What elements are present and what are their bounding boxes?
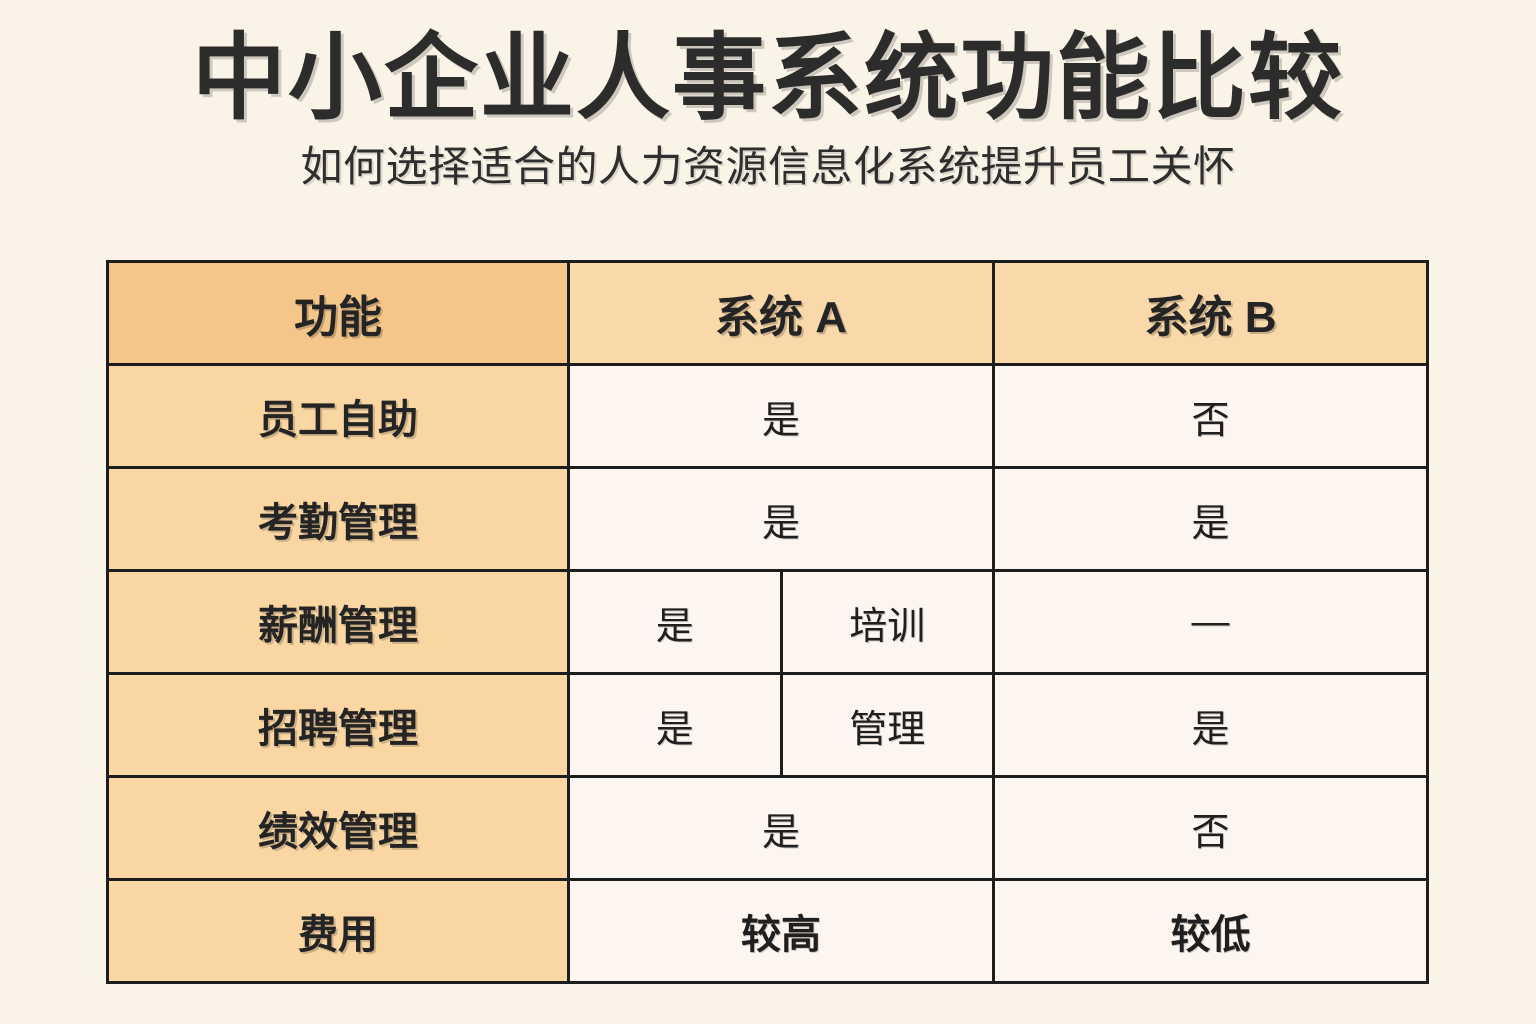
cell-system-a: 较高 xyxy=(567,878,995,984)
table-row: 绩效管理 是 否 xyxy=(106,775,1429,881)
column-header-system-b: 系统 B xyxy=(992,260,1429,366)
page-header: 中小企业人事系统功能比较 如何选择适合的人力资源信息化系统提升员工关怀 xyxy=(0,0,1536,190)
cell-system-a-sub-left: 是 xyxy=(570,675,780,775)
cell-feature: 薪酬管理 xyxy=(106,569,570,675)
cell-feature: 费用 xyxy=(106,878,570,984)
cell-feature: 绩效管理 xyxy=(106,775,570,881)
cell-system-a: 是 xyxy=(567,363,995,469)
cell-feature: 员工自助 xyxy=(106,363,570,469)
table-row: 员工自助 是 否 xyxy=(106,363,1429,469)
table-row: 考勤管理 是 是 xyxy=(106,466,1429,572)
cell-system-a-sub-right: 管理 xyxy=(779,675,992,775)
table-row: 费用 较高 较低 xyxy=(106,878,1429,984)
cell-system-b: 否 xyxy=(992,775,1429,881)
table-row: 招聘管理 是 管理 是 xyxy=(106,672,1429,778)
cell-system-a-split: 是 培训 xyxy=(567,569,995,675)
table-row: 薪酬管理 是 培训 — xyxy=(106,569,1429,675)
cell-system-b: 是 xyxy=(992,466,1429,572)
cell-system-b: 较低 xyxy=(992,878,1429,984)
cell-system-b: 否 xyxy=(992,363,1429,469)
page-title: 中小企业人事系统功能比较 xyxy=(191,25,1344,130)
cell-system-a-sub-left: 是 xyxy=(570,572,780,672)
comparison-table-container: 功能 系统 A 系统 B 员工自助 是 否 考勤管理 是 是 xyxy=(106,260,1429,984)
cell-feature: 招聘管理 xyxy=(106,672,570,778)
cell-system-a: 是 xyxy=(567,775,995,881)
table-header-row: 功能 系统 A 系统 B xyxy=(106,260,1429,366)
page-subtitle: 如何选择适合的人力资源信息化系统提升员工关怀 xyxy=(300,142,1236,190)
cell-system-a-sub-right: 培训 xyxy=(779,572,992,672)
cell-system-b: — xyxy=(992,569,1429,675)
table-header: 功能 系统 A 系统 B xyxy=(106,260,1429,366)
comparison-table: 功能 系统 A 系统 B 员工自助 是 否 考勤管理 是 是 xyxy=(106,260,1429,984)
column-header-feature: 功能 xyxy=(106,260,570,366)
cell-system-a-split: 是 管理 xyxy=(567,672,995,778)
table-body: 员工自助 是 否 考勤管理 是 是 薪酬管理 是 培训 xyxy=(106,363,1429,984)
cell-system-a: 是 xyxy=(567,466,995,572)
cell-system-b: 是 xyxy=(992,672,1429,778)
column-header-system-a: 系统 A xyxy=(567,260,995,366)
cell-feature: 考勤管理 xyxy=(106,466,570,572)
